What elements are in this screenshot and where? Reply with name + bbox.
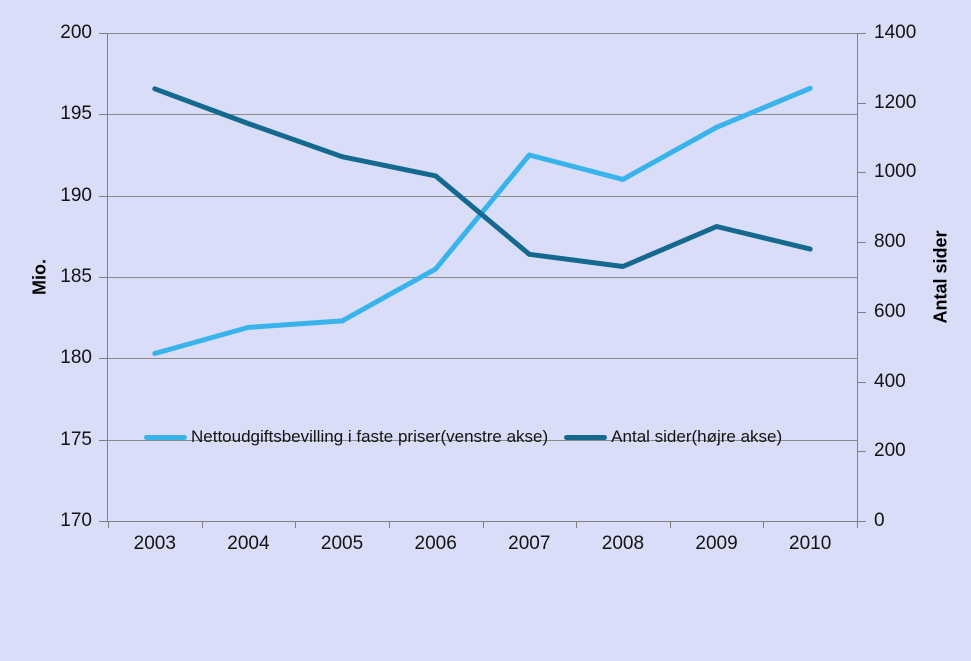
- left-axis-tick-label: 180: [60, 347, 92, 369]
- right-axis-tick-label: 600: [874, 300, 906, 322]
- left-axis-tick-label: 185: [60, 266, 92, 287]
- legend-label-right-series: Antal sider(højre akse): [611, 427, 783, 446]
- legend: Nettoudgiftsbevilling i faste priser(ven…: [144, 424, 782, 450]
- left-axis-tick-label: 170: [60, 510, 92, 531]
- left-axis-tick-label: 175: [60, 428, 92, 450]
- x-axis-tick-label: 2008: [601, 533, 645, 554]
- legend-line-sample-right-series: [564, 434, 608, 440]
- left-axis-tick-label: 195: [60, 103, 92, 125]
- left-axis-tick-label: 200: [60, 22, 92, 43]
- x-axis-tick-label: 2006: [414, 533, 457, 554]
- right-axis-tick-label: 200: [874, 440, 906, 462]
- series-line-0: [152, 85, 813, 356]
- x-axis-tick-label: 2009: [695, 533, 738, 554]
- right-axis-tick-label: 1000: [874, 161, 917, 183]
- right-axis-tick-label: 1400: [874, 22, 917, 43]
- right-axis-tick-label: 400: [874, 370, 906, 392]
- right-axis-tick-label: 800: [874, 231, 906, 253]
- legend-label-left-series: Nettoudgiftsbevilling i faste priser(ven…: [191, 427, 549, 446]
- right-axis-tick-label: 0: [874, 510, 885, 531]
- right-axis-title: Antal sider: [930, 230, 951, 324]
- legend-line-sample-left-series: [144, 434, 187, 440]
- left-axis-title: Mio.: [29, 259, 50, 295]
- x-axis-tick-label: 2004: [227, 533, 270, 554]
- right-axis-tick-label: 1200: [874, 91, 917, 113]
- x-axis-tick-label: 2003: [133, 533, 176, 554]
- x-axis-tick-label: 2005: [320, 533, 364, 554]
- left-axis-tick-label: 190: [60, 184, 92, 206]
- x-axis-tick-label: 2010: [789, 533, 832, 554]
- series-line-1: [152, 86, 813, 269]
- x-axis-tick-label: 2007: [508, 533, 551, 554]
